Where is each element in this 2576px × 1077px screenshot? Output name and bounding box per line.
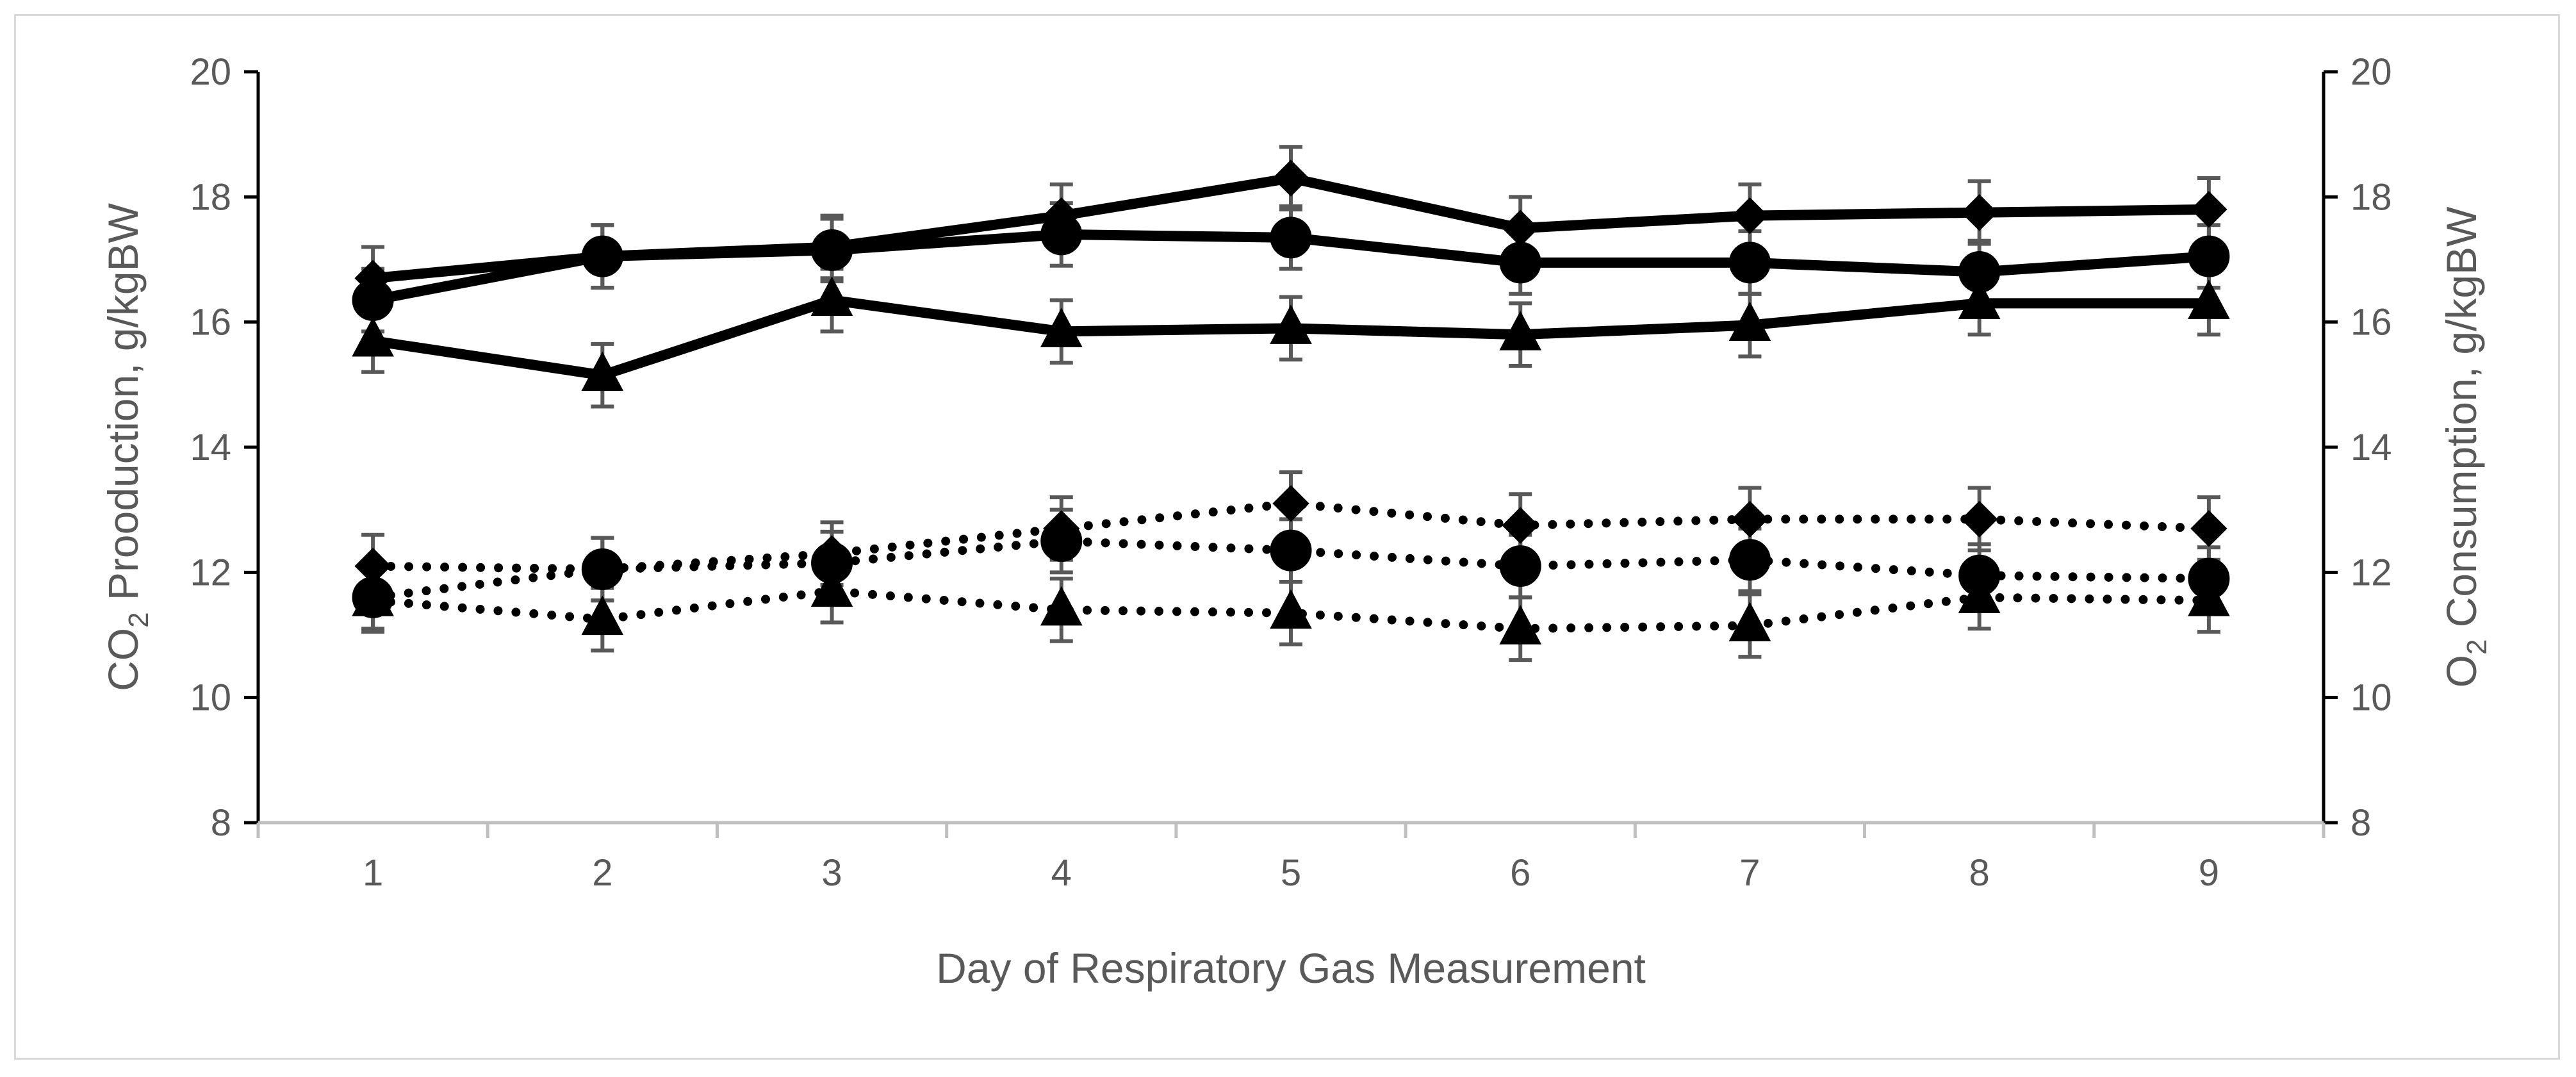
data-point-circle [581,548,623,590]
data-point-triangle [810,567,853,607]
x-tick-label: 3 [821,852,842,894]
y-right-title-sub: 2 [2461,639,2493,655]
data-point-circle [811,229,853,271]
data-point-triangle [1040,308,1083,347]
x-tick-label: 9 [2199,852,2219,894]
y-left-tick-label: 18 [190,176,231,218]
data-point-triangle [352,317,394,357]
data-point-triangle [1499,311,1542,350]
ticks [244,70,2338,838]
data-point-triangle [2188,577,2230,616]
data-point-triangle [1040,586,1083,626]
data-point-diamond [1502,507,1539,544]
x-axis-title: Day of Respiratory Gas Measurement [936,944,1646,992]
data-point-circle [1728,539,1771,581]
data-point-triangle [1958,573,2001,613]
data-point-circle [1499,545,1541,588]
y-left-title-post: Prooduction, g/kgBW [99,202,147,612]
y-left-title-pre: CO [99,628,147,691]
y-axis-right-title: O2 Consumption, g/kgBW [2438,206,2493,687]
data-point-circle [2188,235,2230,277]
y-right-tick-label: 14 [2350,427,2392,468]
data-point-circle [352,279,394,321]
y-right-title-pre: O [2438,655,2485,687]
data-point-triangle [1728,301,1771,341]
x-tick-label: 8 [1969,852,1990,894]
data-point-diamond [1960,500,1998,538]
data-point-triangle [581,595,624,636]
data-point-triangle [581,351,624,391]
markers [352,160,2230,645]
data-point-triangle [810,276,853,316]
y-right-title-post: Consumption, g/kgBW [2438,206,2485,639]
data-point-diamond [2190,191,2227,228]
data-point-triangle [2188,279,2230,319]
data-point-diamond [1960,194,1998,231]
data-point-triangle [1270,304,1312,344]
y-right-tick-label: 10 [2350,677,2392,719]
series-line-triangle-dotted [368,586,2213,634]
y-axis-left-title: CO2 Prooduction, g/kgBW [99,202,154,691]
x-tick-label: 6 [1510,852,1530,894]
y-right-tick-label: 12 [2350,552,2392,593]
data-point-triangle [1499,605,1542,645]
y-left-tick-label: 16 [190,302,231,343]
data-point-circle [1040,520,1083,562]
data-point-circle [1040,213,1083,256]
data-point-circle [1728,242,1771,284]
x-tick-label: 5 [1281,852,1301,894]
data-point-triangle [352,577,394,616]
data-point-circle [1270,529,1312,571]
data-point-triangle [1270,589,1312,629]
data-point-diamond [1272,160,1309,197]
y-left-tick-label: 10 [190,677,231,719]
data-point-diamond [1502,210,1539,247]
data-point-diamond [1731,197,1769,234]
data-point-circle [1499,242,1541,284]
y-left-tick-label: 20 [190,51,231,93]
x-tick-label: 1 [363,852,383,894]
y-left-tick-label: 8 [211,802,231,844]
y-right-tick-label: 8 [2350,802,2371,844]
data-point-circle [1270,217,1312,259]
data-point-diamond [2190,510,2227,547]
series-line-circle-dotted [368,536,2213,602]
data-point-circle [581,235,623,277]
x-tick-label: 7 [1739,852,1760,894]
y-left-title-sub: 2 [123,612,154,627]
y-right-tick-label: 18 [2350,176,2392,218]
x-tick-label: 4 [1051,852,1072,894]
y-left-tick-label: 12 [190,552,231,593]
y-right-tick-label: 20 [2350,51,2392,93]
data-point-diamond [1272,485,1309,522]
y-left-tick-label: 14 [190,427,231,468]
data-point-diamond [1731,500,1769,538]
data-point-triangle [1958,279,2001,319]
x-tick-label: 2 [592,852,612,894]
data-point-triangle [1728,602,1771,641]
y-right-tick-label: 16 [2350,302,2392,343]
